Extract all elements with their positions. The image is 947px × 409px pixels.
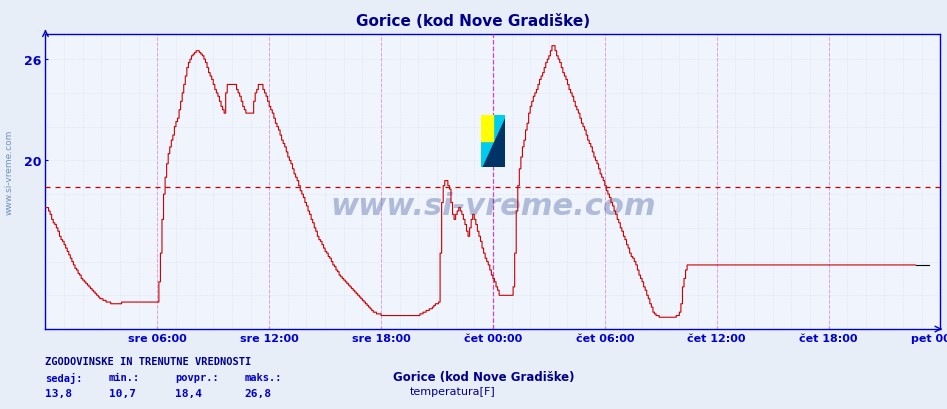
Polygon shape <box>481 115 505 168</box>
Bar <box>481 115 493 142</box>
Text: www.si-vreme.com: www.si-vreme.com <box>5 129 14 214</box>
Text: min.:: min.: <box>109 373 140 382</box>
Text: 18,4: 18,4 <box>175 388 203 398</box>
Polygon shape <box>481 115 505 168</box>
Text: temperatura[F]: temperatura[F] <box>410 386 496 396</box>
Text: Gorice (kod Nove Gradiške): Gorice (kod Nove Gradiške) <box>393 370 575 383</box>
Text: 26,8: 26,8 <box>244 388 272 398</box>
Text: ZGODOVINSKE IN TRENUTNE VREDNOSTI: ZGODOVINSKE IN TRENUTNE VREDNOSTI <box>45 356 252 366</box>
Bar <box>493 115 505 142</box>
Text: 10,7: 10,7 <box>109 388 136 398</box>
Text: 13,8: 13,8 <box>45 388 73 398</box>
Bar <box>493 142 505 168</box>
Text: povpr.:: povpr.: <box>175 373 219 382</box>
Text: sedaj:: sedaj: <box>45 372 83 383</box>
Text: maks.:: maks.: <box>244 373 282 382</box>
Text: Gorice (kod Nove Gradiške): Gorice (kod Nove Gradiške) <box>356 14 591 29</box>
Bar <box>481 142 493 168</box>
Bar <box>481 115 493 142</box>
Text: www.si-vreme.com: www.si-vreme.com <box>331 191 655 220</box>
